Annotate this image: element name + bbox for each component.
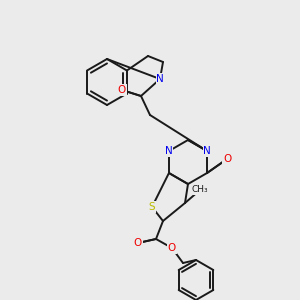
Text: O: O <box>134 238 142 248</box>
Text: N: N <box>165 146 173 156</box>
Text: O: O <box>168 243 176 253</box>
Text: N: N <box>203 146 211 156</box>
Text: N: N <box>156 74 164 84</box>
Text: S: S <box>149 202 155 212</box>
Text: O: O <box>223 154 231 164</box>
Text: O: O <box>118 85 126 95</box>
Text: CH₃: CH₃ <box>192 185 208 194</box>
